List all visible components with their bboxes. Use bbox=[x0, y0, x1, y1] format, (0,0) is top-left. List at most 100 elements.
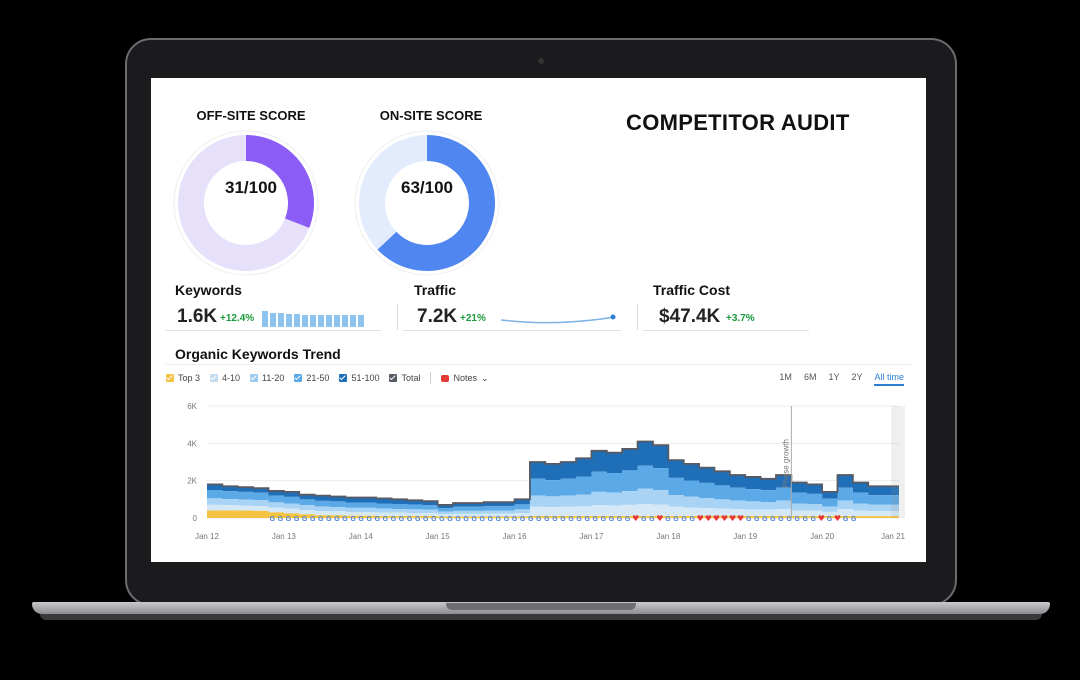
google-update-marker-icon[interactable]: G bbox=[689, 516, 695, 523]
google-update-marker-icon[interactable]: G bbox=[528, 516, 534, 523]
google-update-marker-icon[interactable]: G bbox=[593, 516, 599, 523]
legend-top3[interactable]: Top 3 bbox=[166, 373, 200, 383]
google-update-marker-icon[interactable]: G bbox=[278, 516, 284, 523]
google-update-marker-icon[interactable]: G bbox=[480, 516, 486, 523]
google-update-marker-icon[interactable]: G bbox=[673, 516, 679, 523]
legend-total[interactable]: Total bbox=[389, 373, 420, 383]
note-marker-icon[interactable]: ♥ bbox=[729, 514, 736, 523]
google-update-marker-icon[interactable]: G bbox=[584, 516, 590, 523]
google-update-marker-icon[interactable]: G bbox=[367, 516, 373, 523]
traffic-cost-metric-box[interactable] bbox=[643, 304, 809, 331]
google-update-marker-icon[interactable]: G bbox=[851, 516, 857, 523]
offsite-score-donut bbox=[173, 130, 319, 276]
google-update-marker-icon[interactable]: G bbox=[488, 516, 494, 523]
camera-icon bbox=[538, 58, 544, 64]
google-update-marker-icon[interactable]: G bbox=[302, 516, 308, 523]
google-update-marker-icon[interactable]: G bbox=[617, 516, 623, 523]
google-update-marker-icon[interactable]: G bbox=[802, 516, 808, 523]
google-update-marker-icon[interactable]: G bbox=[681, 516, 687, 523]
legend-11-20[interactable]: 11-20 bbox=[250, 373, 284, 383]
google-update-marker-icon[interactable]: G bbox=[375, 516, 381, 523]
range-2y[interactable]: 2Y bbox=[851, 372, 863, 382]
note-marker-icon[interactable]: ♥ bbox=[632, 514, 639, 523]
series-area-51-100 bbox=[207, 441, 899, 509]
note-marker-icon[interactable]: ♥ bbox=[713, 514, 720, 523]
notes-dropdown[interactable]: Notes ⌄ bbox=[441, 373, 489, 384]
google-update-marker-icon[interactable]: G bbox=[504, 516, 510, 523]
note-marker-icon[interactable]: ♥ bbox=[834, 514, 841, 523]
google-update-marker-icon[interactable]: G bbox=[334, 516, 340, 523]
note-marker-icon[interactable]: ♥ bbox=[705, 514, 712, 523]
google-update-marker-icon[interactable]: G bbox=[641, 516, 647, 523]
sparkline-bar bbox=[302, 315, 308, 327]
google-update-marker-icon[interactable]: G bbox=[843, 516, 849, 523]
google-update-marker-icon[interactable]: G bbox=[383, 516, 389, 523]
google-update-marker-icon[interactable]: G bbox=[318, 516, 324, 523]
google-update-marker-icon[interactable]: G bbox=[439, 516, 445, 523]
google-update-marker-icon[interactable]: G bbox=[754, 516, 760, 523]
range-1y[interactable]: 1Y bbox=[828, 372, 840, 382]
google-update-marker-icon[interactable]: G bbox=[625, 516, 631, 523]
note-marker-icon[interactable]: ♥ bbox=[818, 514, 825, 523]
google-update-marker-icon[interactable]: G bbox=[310, 516, 316, 523]
note-marker-icon[interactable]: ♥ bbox=[737, 514, 744, 523]
legend-label: 4-10 bbox=[222, 373, 241, 383]
google-update-marker-icon[interactable]: G bbox=[609, 516, 615, 523]
google-update-marker-icon[interactable]: G bbox=[294, 516, 300, 523]
google-update-marker-icon[interactable]: G bbox=[827, 516, 833, 523]
google-update-marker-icon[interactable]: G bbox=[649, 516, 655, 523]
sparkline-bar bbox=[310, 315, 316, 327]
google-update-marker-icon[interactable]: G bbox=[778, 516, 784, 523]
google-update-marker-icon[interactable]: G bbox=[399, 516, 405, 523]
google-update-marker-icon[interactable]: G bbox=[358, 516, 364, 523]
google-update-marker-icon[interactable]: G bbox=[746, 516, 752, 523]
google-update-marker-icon[interactable]: G bbox=[391, 516, 397, 523]
note-marker-icon[interactable]: ♥ bbox=[721, 514, 728, 523]
range-all-time[interactable]: All time bbox=[874, 372, 904, 386]
legend-21-50[interactable]: 21-50 bbox=[294, 373, 329, 383]
google-update-marker-icon[interactable]: G bbox=[560, 516, 566, 523]
google-update-marker-icon[interactable]: G bbox=[431, 516, 437, 523]
x-tick-label: Jan 17 bbox=[579, 532, 604, 541]
x-tick-label: Jan 14 bbox=[349, 532, 374, 541]
traffic-metric-box[interactable] bbox=[403, 304, 621, 331]
google-update-marker-icon[interactable]: G bbox=[568, 516, 574, 523]
trend-title: Organic Keywords Trend bbox=[175, 346, 341, 362]
range-1m[interactable]: 1M bbox=[779, 372, 792, 382]
google-update-marker-icon[interactable]: G bbox=[286, 516, 292, 523]
google-update-marker-icon[interactable]: G bbox=[544, 516, 550, 523]
google-update-marker-icon[interactable]: G bbox=[762, 516, 768, 523]
keywords-metric-box[interactable] bbox=[165, 304, 381, 331]
google-update-marker-icon[interactable]: G bbox=[407, 516, 413, 523]
note-marker-icon[interactable]: ♥ bbox=[656, 514, 663, 523]
google-update-marker-icon[interactable]: G bbox=[601, 516, 607, 523]
series-line-total bbox=[207, 440, 899, 506]
google-update-marker-icon[interactable]: G bbox=[455, 516, 461, 523]
google-update-marker-icon[interactable]: G bbox=[786, 516, 792, 523]
google-update-marker-icon[interactable]: G bbox=[552, 516, 558, 523]
google-update-marker-icon[interactable]: G bbox=[463, 516, 469, 523]
google-update-marker-icon[interactable]: G bbox=[665, 516, 671, 523]
note-marker-icon[interactable]: ♥ bbox=[697, 514, 704, 523]
google-update-marker-icon[interactable]: G bbox=[350, 516, 356, 523]
google-update-marker-icon[interactable]: G bbox=[520, 516, 526, 523]
legend-4-10[interactable]: 4-10 bbox=[210, 373, 240, 383]
google-update-marker-icon[interactable]: G bbox=[496, 516, 502, 523]
google-update-marker-icon[interactable]: G bbox=[423, 516, 429, 523]
legend-51-100[interactable]: 51-100 bbox=[339, 373, 379, 383]
google-update-marker-icon[interactable]: G bbox=[415, 516, 421, 523]
google-update-marker-icon[interactable]: G bbox=[811, 516, 817, 523]
google-update-marker-icon[interactable]: G bbox=[342, 516, 348, 523]
google-update-marker-icon[interactable]: G bbox=[794, 516, 800, 523]
google-update-marker-icon[interactable]: G bbox=[536, 516, 542, 523]
google-update-marker-icon[interactable]: G bbox=[270, 516, 276, 523]
range-6m[interactable]: 6M bbox=[803, 372, 817, 382]
google-update-marker-icon[interactable]: G bbox=[326, 516, 332, 523]
google-update-marker-icon[interactable]: G bbox=[576, 516, 582, 523]
y-tick-label: 4K bbox=[187, 439, 197, 448]
google-update-marker-icon[interactable]: G bbox=[770, 516, 776, 523]
google-update-marker-icon[interactable]: G bbox=[447, 516, 453, 523]
google-update-marker-icon[interactable]: G bbox=[512, 516, 518, 523]
x-tick-label: Jan 19 bbox=[733, 532, 758, 541]
google-update-marker-icon[interactable]: G bbox=[471, 516, 477, 523]
